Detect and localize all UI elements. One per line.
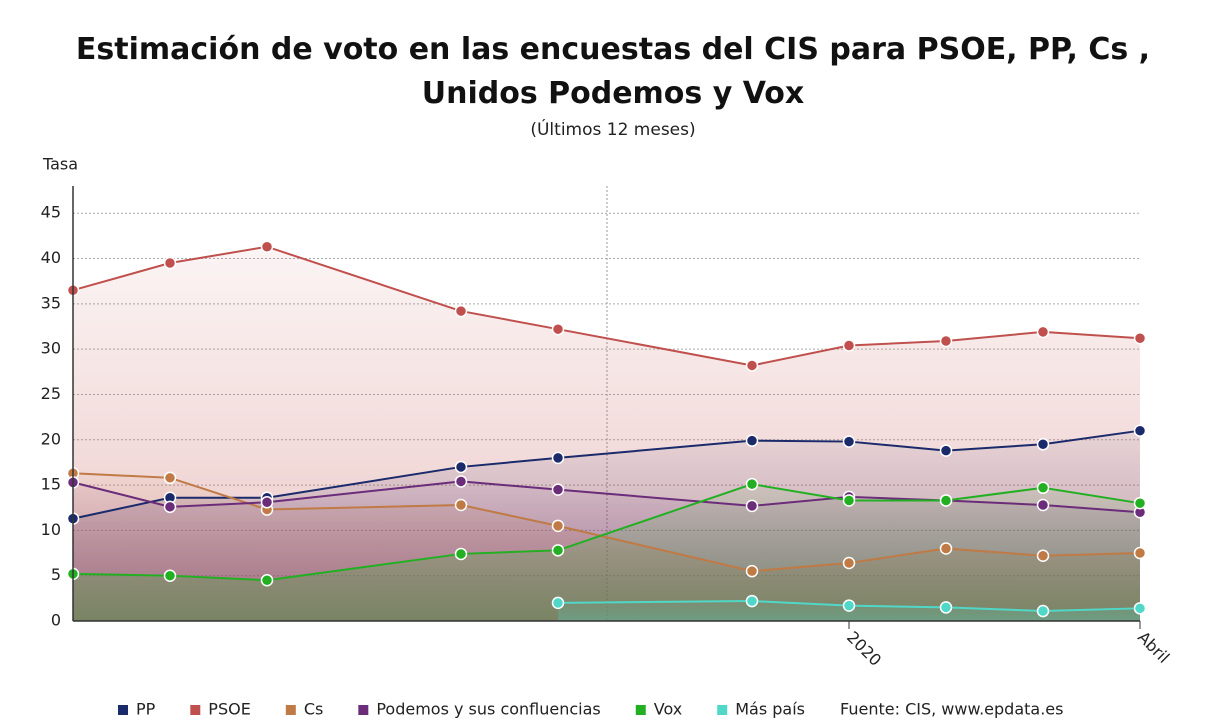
point [551, 544, 565, 557]
point [1133, 496, 1147, 510]
point [1133, 546, 1147, 560]
point [260, 496, 274, 509]
point [551, 322, 565, 336]
y-tick-label: 15 [41, 475, 61, 494]
point [842, 339, 856, 352]
y-tick-label: 30 [41, 339, 61, 358]
point [163, 569, 177, 582]
point [939, 542, 953, 555]
point [939, 334, 953, 348]
point [260, 240, 274, 253]
point [551, 451, 565, 465]
point [551, 483, 565, 496]
legend-swatch [635, 705, 646, 715]
y-tick-label: 5 [51, 565, 61, 584]
legend-label: PP [136, 700, 156, 719]
point [842, 494, 856, 507]
legend-swatch [190, 705, 201, 715]
source: Fuente: CIS, www.epdata.es [840, 700, 1063, 719]
point [939, 444, 953, 457]
point [939, 601, 953, 614]
point [163, 256, 177, 270]
legend-swatch [118, 705, 128, 715]
legend-swatch [358, 705, 369, 715]
point [454, 460, 468, 474]
point [260, 573, 274, 587]
point [1133, 424, 1147, 437]
point [1036, 498, 1050, 512]
legend-swatch [717, 705, 728, 715]
point [551, 596, 565, 610]
point [454, 498, 468, 512]
legend-label: Cs [304, 700, 324, 719]
point [745, 434, 759, 447]
y-tick-label: 0 [51, 611, 61, 630]
point [454, 547, 468, 561]
series-line [72, 472, 1141, 573]
chart-title-box: Estimación de voto en las encuestas del … [0, 28, 1226, 116]
y-tick-label: 25 [41, 384, 61, 403]
point [842, 435, 856, 448]
chart-title: Estimación de voto en las encuestas del … [75, 32, 1151, 111]
point [745, 564, 759, 578]
y-axis-label: Tasa [42, 155, 78, 174]
series-line [72, 429, 1141, 520]
chart-subtitle: (Últimos 12 meses) [530, 120, 696, 140]
y-tick-label: 40 [41, 248, 61, 267]
series-line [557, 600, 1141, 613]
series-line [72, 480, 1141, 514]
point [1036, 438, 1050, 451]
point [454, 304, 468, 318]
legend-swatch [285, 705, 296, 715]
y-tick-label: 35 [41, 293, 61, 312]
point [163, 500, 177, 514]
point [745, 477, 759, 491]
point [1036, 549, 1050, 562]
point [1036, 481, 1050, 495]
x-tick-label: Abril [1134, 628, 1173, 667]
legend-label: Más país [735, 700, 805, 719]
legend-label: Vox [654, 700, 682, 719]
point [842, 599, 856, 612]
point [745, 499, 759, 513]
legend-label: PSOE [208, 700, 251, 719]
series-line [72, 483, 1141, 582]
area [73, 484, 1140, 621]
y-tick-label: 45 [41, 203, 61, 222]
point [842, 556, 856, 570]
point [163, 471, 177, 485]
point [939, 494, 953, 507]
point [1036, 604, 1050, 618]
series-line [72, 245, 1141, 367]
point [454, 475, 468, 488]
point [551, 519, 565, 533]
point [1133, 332, 1147, 345]
point [745, 594, 759, 608]
point [1036, 325, 1050, 339]
x-tick-label: 2020 [843, 628, 885, 670]
y-tick-label: 10 [41, 520, 61, 539]
legend-label: Podemos y sus confluencias [376, 700, 600, 719]
point [1133, 602, 1147, 615]
y-tick-label: 20 [41, 429, 61, 448]
point [745, 359, 759, 372]
